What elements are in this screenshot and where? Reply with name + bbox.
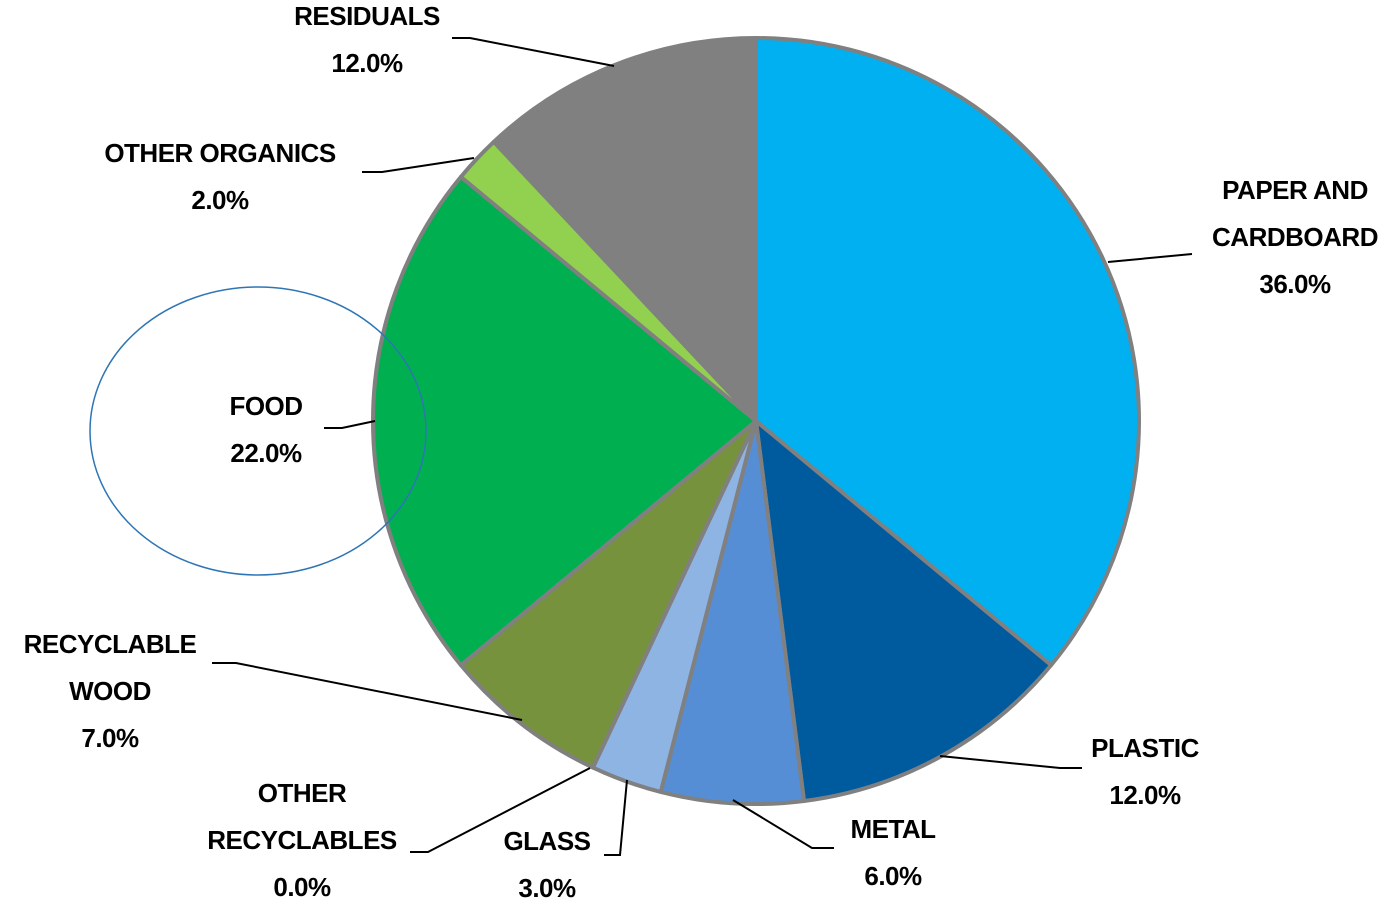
leader-line-recyclable-wood [212, 662, 523, 721]
label-plastic: PLASTIC 12.0% [1091, 733, 1199, 810]
category-label-paper-and-cardboard: CARDBOARD [1212, 222, 1378, 252]
label-residuals: RESIDUALS 12.0% [294, 1, 440, 78]
slice-paper-and-cardboard [754, 36, 1141, 668]
label-other-organics: OTHER ORGANICS 2.0% [104, 138, 336, 215]
leader-line-paper-and-cardboard [1107, 253, 1193, 263]
leader-line-metal [732, 799, 834, 849]
category-label-recyclable-wood: RECYCLABLE [24, 629, 197, 659]
leader-line-plastic [939, 755, 1082, 769]
food-highlight-circle [89, 286, 427, 576]
label-glass: GLASS 3.0% [503, 826, 590, 903]
leader-line-residuals [452, 37, 615, 67]
leader-line-other-recyclables [410, 767, 591, 853]
category-label-residuals: RESIDUALS [294, 1, 440, 31]
leader-line-food [324, 420, 376, 429]
category-label-glass: GLASS [503, 826, 590, 856]
value-label-residuals: 12.0% [331, 48, 403, 78]
slice-metal [658, 419, 806, 807]
leader-line-glass [604, 779, 628, 856]
label-paper-and-cardboard: PAPER AND CARDBOARD 36.0% [1212, 175, 1378, 299]
value-label-food: 22.0% [230, 438, 302, 468]
pie-slices [371, 36, 1141, 807]
slice-recyclable-wood [458, 419, 758, 770]
leader-lines [212, 37, 1193, 856]
label-metal: METAL 6.0% [850, 814, 936, 891]
category-label-plastic: PLASTIC [1091, 733, 1199, 763]
category-label-metal: METAL [850, 814, 936, 844]
label-recyclable-wood: RECYCLABLE WOOD 7.0% [24, 629, 197, 753]
category-label-other-recyclables: RECYCLABLES [207, 825, 397, 855]
category-label-paper-and-cardboard: PAPER AND [1222, 175, 1368, 205]
slice-residuals [491, 36, 758, 423]
value-label-glass: 3.0% [518, 873, 576, 903]
value-label-other-organics: 2.0% [191, 185, 249, 215]
slice-labels: PAPER AND CARDBOARD 36.0% PLASTIC 12.0% METAL… [24, 1, 1379, 903]
value-label-metal: 6.0% [864, 861, 922, 891]
category-label-other-organics: OTHER ORGANICS [104, 138, 336, 168]
value-label-plastic: 12.0% [1109, 780, 1181, 810]
label-food: FOOD 22.0% [229, 391, 302, 468]
value-label-recyclable-wood: 7.0% [81, 723, 139, 753]
category-label-food: FOOD [229, 391, 302, 421]
value-label-paper-and-cardboard: 36.0% [1259, 269, 1331, 299]
label-other-recyclables: OTHER RECYCLABLES 0.0% [207, 778, 397, 902]
category-label-recyclable-wood: WOOD [69, 676, 151, 706]
value-label-other-recyclables: 0.0% [273, 872, 331, 902]
category-label-other-recyclables: OTHER [258, 778, 347, 808]
leader-line-other-organics [362, 157, 475, 173]
